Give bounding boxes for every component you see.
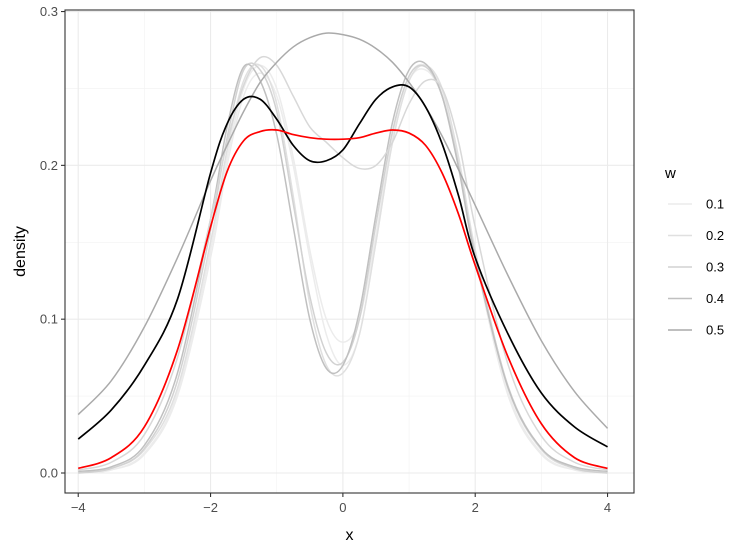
y-axis-title: density (12, 226, 29, 277)
legend-label: 0.3 (706, 260, 724, 275)
x-tick-label: 0 (339, 500, 346, 515)
y-axis: 0.0 0.1 0.2 0.3 (40, 4, 65, 481)
legend-label: 0.4 (706, 291, 724, 306)
series-lines (77, 32, 609, 474)
legend: w 0.1 0.2 0.3 0.4 0.5 (664, 165, 724, 338)
legend-title: w (664, 165, 676, 182)
y-tick-label: 0.0 (40, 466, 58, 481)
y-tick-label: 0.3 (40, 4, 58, 19)
legend-label: 0.1 (706, 197, 724, 212)
x-tick-label: 4 (604, 500, 611, 515)
x-tick-label: 2 (472, 500, 479, 515)
x-axis: −4 −2 0 2 4 (71, 493, 611, 515)
x-tick-label: −4 (71, 500, 86, 515)
legend-items: 0.1 0.2 0.3 0.4 0.5 (668, 197, 724, 338)
series-line-6 (78, 55, 608, 471)
series-line-8 (77, 84, 608, 448)
legend-label: 0.2 (706, 228, 724, 243)
plot-panel-border (64, 9, 635, 494)
series-line-9 (77, 128, 608, 470)
legend-label: 0.5 (706, 323, 724, 338)
y-tick-label: 0.2 (40, 158, 58, 173)
plot-panel (65, 10, 634, 493)
series-line-3 (78, 63, 608, 474)
y-tick-label: 0.1 (40, 312, 58, 327)
x-tick-label: −2 (203, 500, 218, 515)
x-axis-title: x (346, 527, 354, 544)
